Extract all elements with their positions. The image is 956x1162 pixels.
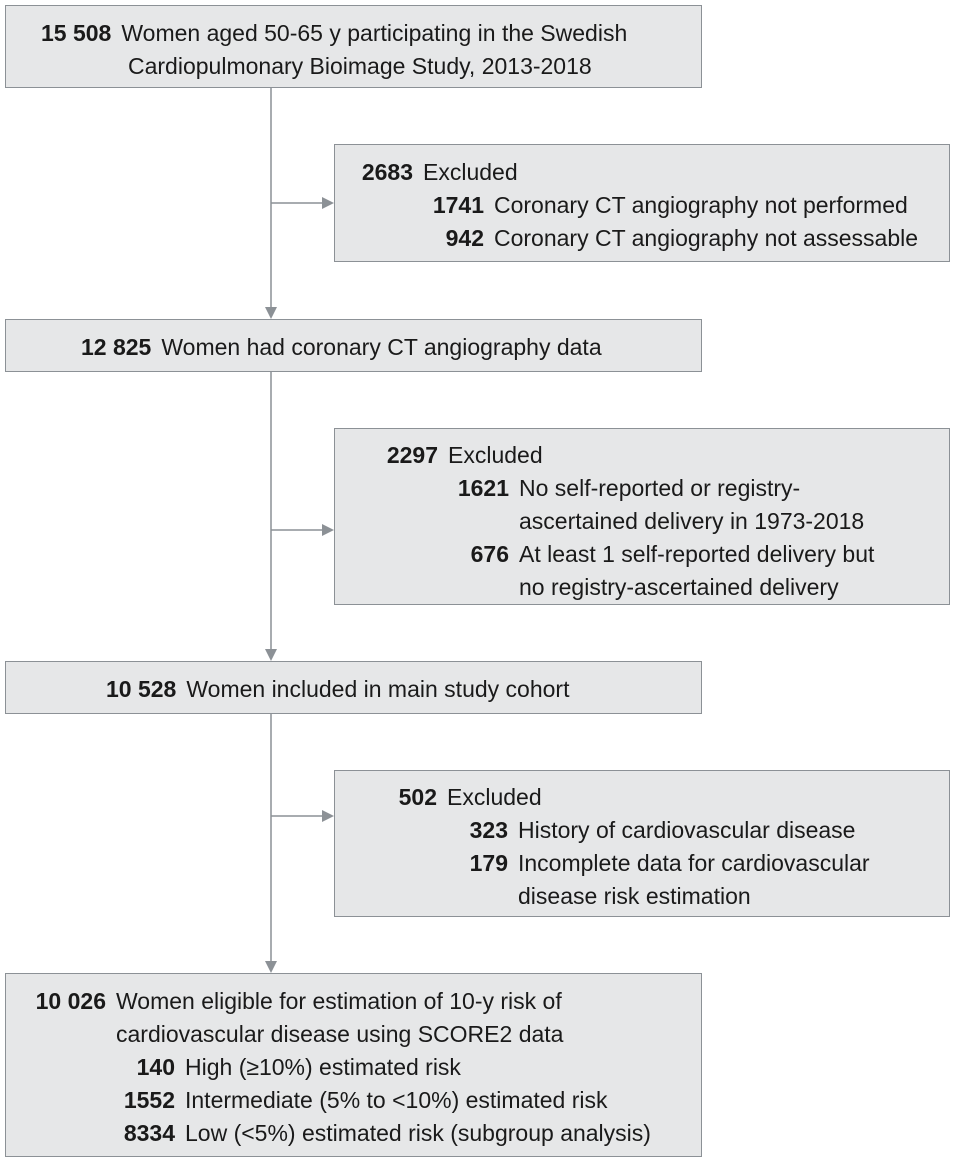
excluded-2-item-label-line2: ascertained delivery in 1973-2018 [519,508,865,534]
ct-data-count: 12 825 [81,334,152,360]
excluded-3-label: Excluded [447,784,542,810]
excluded-2-item-count: 676 [470,541,509,567]
ct-data-box: 12 825 Women had coronary CT angiography… [5,319,702,372]
eligible-box: 10 026 Women eligible for estimation of … [5,973,702,1157]
start-count: 15 508 [41,20,112,46]
excluded-1-count: 2683 [361,159,413,185]
excluded-1-item-label: Coronary CT angiography not performed [494,192,908,218]
main-cohort-label: Women included in main study cohort [186,676,570,702]
start-label: Women aged 50-65 y participating in the … [121,20,628,46]
excluded-2-item-label: At least 1 self-reported delivery but [519,541,875,567]
ct-data-label: Women had coronary CT angiography data [161,334,602,360]
eligible-count: 10 026 [35,988,106,1014]
start-cohort-box: 15 508 Women aged 50-65 y participating … [5,5,702,88]
eligible-label-line2: cardiovascular disease using SCORE2 data [116,1021,564,1047]
excluded-2-item-label: No self-reported or registry- [519,475,801,501]
risk-group-count: 1552 [123,1087,175,1113]
risk-group-count: 8334 [123,1120,175,1146]
risk-group-label: High (≥10%) estimated risk [185,1054,461,1080]
excluded-box-2: 2297 Excluded 1621 No self-reported or r… [334,428,950,605]
start-label-line2: Cardiopulmonary Bioimage Study, 2013-201… [128,53,592,79]
excluded-3-item-label: History of cardiovascular disease [518,817,856,843]
excluded-1-item-count: 1741 [432,192,484,218]
excluded-1-item-label: Coronary CT angiography not assessable [494,225,919,251]
main-cohort-count: 10 528 [106,676,177,702]
excluded-2-item-label-line2: no registry-ascertained delivery [519,574,839,600]
excluded-3-item-label: Incomplete data for cardiovascular [518,850,870,876]
excluded-3-item-label-line2: disease risk estimation [518,883,751,909]
excluded-3-item-count: 179 [469,850,508,876]
excluded-box-1: 2683 Excluded 1741 Coronary CT angiograp… [334,144,950,262]
excluded-3-count: 502 [398,784,437,810]
excluded-2-item-count: 1621 [457,475,509,501]
excluded-1-label: Excluded [423,159,518,185]
risk-group-label: Intermediate (5% to <10%) estimated risk [185,1087,608,1113]
main-cohort-box: 10 528 Women included in main study coho… [5,661,702,714]
excluded-box-3: 502 Excluded 323 History of cardiovascul… [334,770,950,917]
excluded-1-item-count: 942 [445,225,484,251]
excluded-2-count: 2297 [386,442,438,468]
excluded-2-label: Excluded [448,442,543,468]
risk-group-count: 140 [136,1054,175,1080]
eligible-label: Women eligible for estimation of 10-y ri… [116,988,562,1014]
risk-group-label: Low (<5%) estimated risk (subgroup analy… [185,1120,651,1146]
excluded-3-item-count: 323 [469,817,508,843]
